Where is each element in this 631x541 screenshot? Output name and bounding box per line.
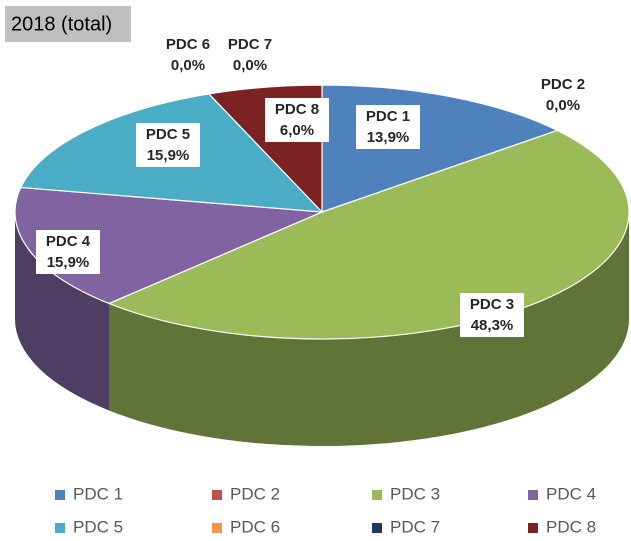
slice-top (107, 129, 630, 340)
slice-side-shade (109, 212, 629, 446)
slice-side (109, 212, 629, 446)
data-label-value: 6,0% (280, 122, 314, 139)
data-label-value: 0,0% (233, 57, 267, 74)
data-label-value: 15,9% (47, 254, 90, 271)
legend-label: PDC 1 (73, 484, 123, 503)
data-label-name: PDC 5 (146, 126, 190, 143)
legend-swatch (55, 490, 65, 500)
legend-swatch (528, 490, 538, 500)
data-label-name: PDC 2 (541, 76, 585, 93)
label-box (356, 105, 420, 149)
legend-label: PDC 7 (390, 517, 440, 536)
data-label-name: PDC 8 (275, 101, 319, 118)
slice (107, 129, 630, 446)
legend-label: PDC 6 (230, 517, 280, 536)
chart-title: 2018 (total) (11, 13, 112, 35)
legend-swatch (212, 490, 222, 500)
data-label-name: PDC 6 (166, 36, 210, 53)
data-label-name: PDC 7 (228, 36, 272, 53)
legend-swatch (372, 490, 382, 500)
data-label-name: PDC 1 (366, 108, 410, 125)
data-label-name: PDC 3 (470, 296, 514, 313)
title-box (5, 6, 131, 42)
legend-swatch (212, 523, 222, 533)
label-box (136, 123, 200, 167)
data-label-value: 48,3% (471, 317, 514, 334)
label-box (265, 98, 329, 142)
legend-label: PDC 8 (546, 517, 596, 536)
data-label-value: 0,0% (171, 57, 205, 74)
data-label-value: 0,0% (546, 97, 580, 114)
slice (14, 186, 323, 411)
legend-label: PDC 2 (230, 484, 280, 503)
legend-label: PDC 5 (73, 517, 123, 536)
data-label-name: PDC 4 (46, 233, 91, 250)
legend-label: PDC 4 (546, 484, 596, 503)
legend-label: PDC 3 (390, 484, 440, 503)
legend-swatch (372, 523, 382, 533)
legend-swatch (528, 523, 538, 533)
slice-top (14, 186, 323, 305)
label-box (36, 230, 100, 274)
data-label-value: 13,9% (367, 129, 410, 146)
data-label-value: 15,9% (147, 147, 190, 164)
label-box (460, 293, 524, 337)
legend-swatch (55, 523, 65, 533)
